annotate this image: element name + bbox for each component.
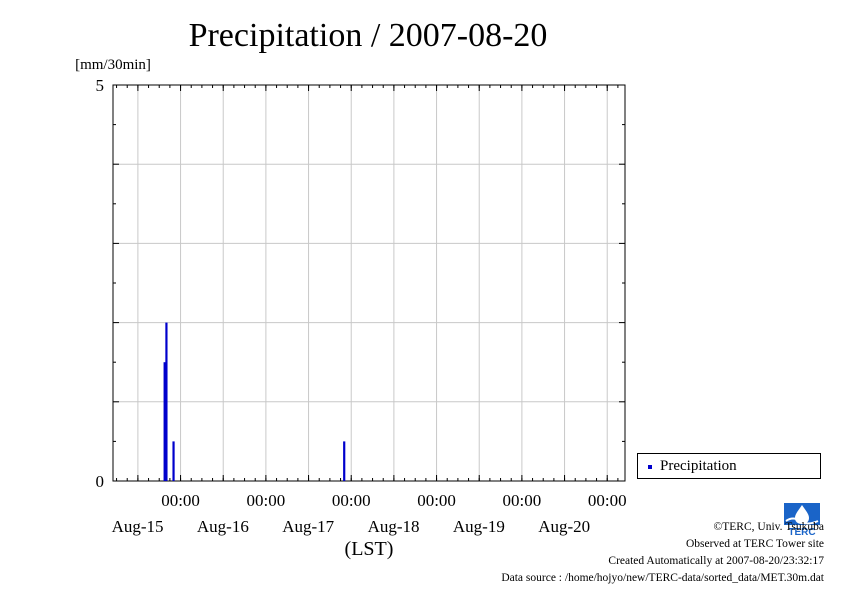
legend-swatch (648, 465, 652, 469)
axis-ticks (113, 84, 625, 482)
legend-label: Precipitation (660, 458, 737, 474)
precipitation-bar (343, 441, 346, 481)
x-tick-time-label: 00:00 (161, 491, 200, 510)
x-tick-labels: 00:00 Aug-15 00:00 Aug-16 00:00 Aug-17 00:00 Au… (112, 491, 627, 536)
x-tick-date-label: Aug-15 (112, 517, 164, 536)
x-axis-label: (LST) (345, 538, 394, 560)
x-tick-time-label: 00:00 (332, 491, 371, 510)
x-tick-date-label: Aug-19 (453, 517, 505, 536)
precipitation-bar (172, 441, 175, 481)
terc-logo: TERC (784, 503, 820, 537)
footer-observed: Observed at TERC Tower site (685, 538, 824, 550)
precipitation-bar (163, 362, 166, 481)
x-tick-time-label: 00:00 (417, 491, 456, 510)
legend: Precipitation (637, 453, 821, 479)
y-tick-label: 5 (96, 76, 105, 95)
x-tick-time-label: 00:00 (503, 491, 542, 510)
y-tick-label: 0 (96, 472, 105, 491)
footer-copyright: ©TERC, Univ. Tsukuba (713, 521, 824, 533)
x-tick-date-label: Aug-17 (282, 517, 334, 536)
grid-lines (113, 85, 625, 481)
footer-source: Data source : /home/hojyo/new/TERC-data/… (501, 572, 824, 584)
chart-title: Precipitation / 2007-08-20 (189, 17, 548, 54)
x-tick-time-label: 00:00 (588, 491, 627, 510)
footer-created: Created Automatically at 2007-08-20/23:3… (608, 555, 824, 567)
y-tick-labels: 05 (96, 76, 105, 491)
y-axis-label: [mm/30min] (75, 57, 151, 73)
plot-frame (112, 84, 626, 482)
x-tick-date-label: Aug-18 (368, 517, 420, 536)
x-tick-date-label: Aug-20 (538, 517, 590, 536)
x-tick-date-label: Aug-16 (197, 517, 249, 536)
x-tick-time-label: 00:00 (247, 491, 286, 510)
data-bars (163, 322, 346, 481)
logo-text: TERC (788, 527, 815, 537)
precipitation-bar (165, 322, 168, 481)
